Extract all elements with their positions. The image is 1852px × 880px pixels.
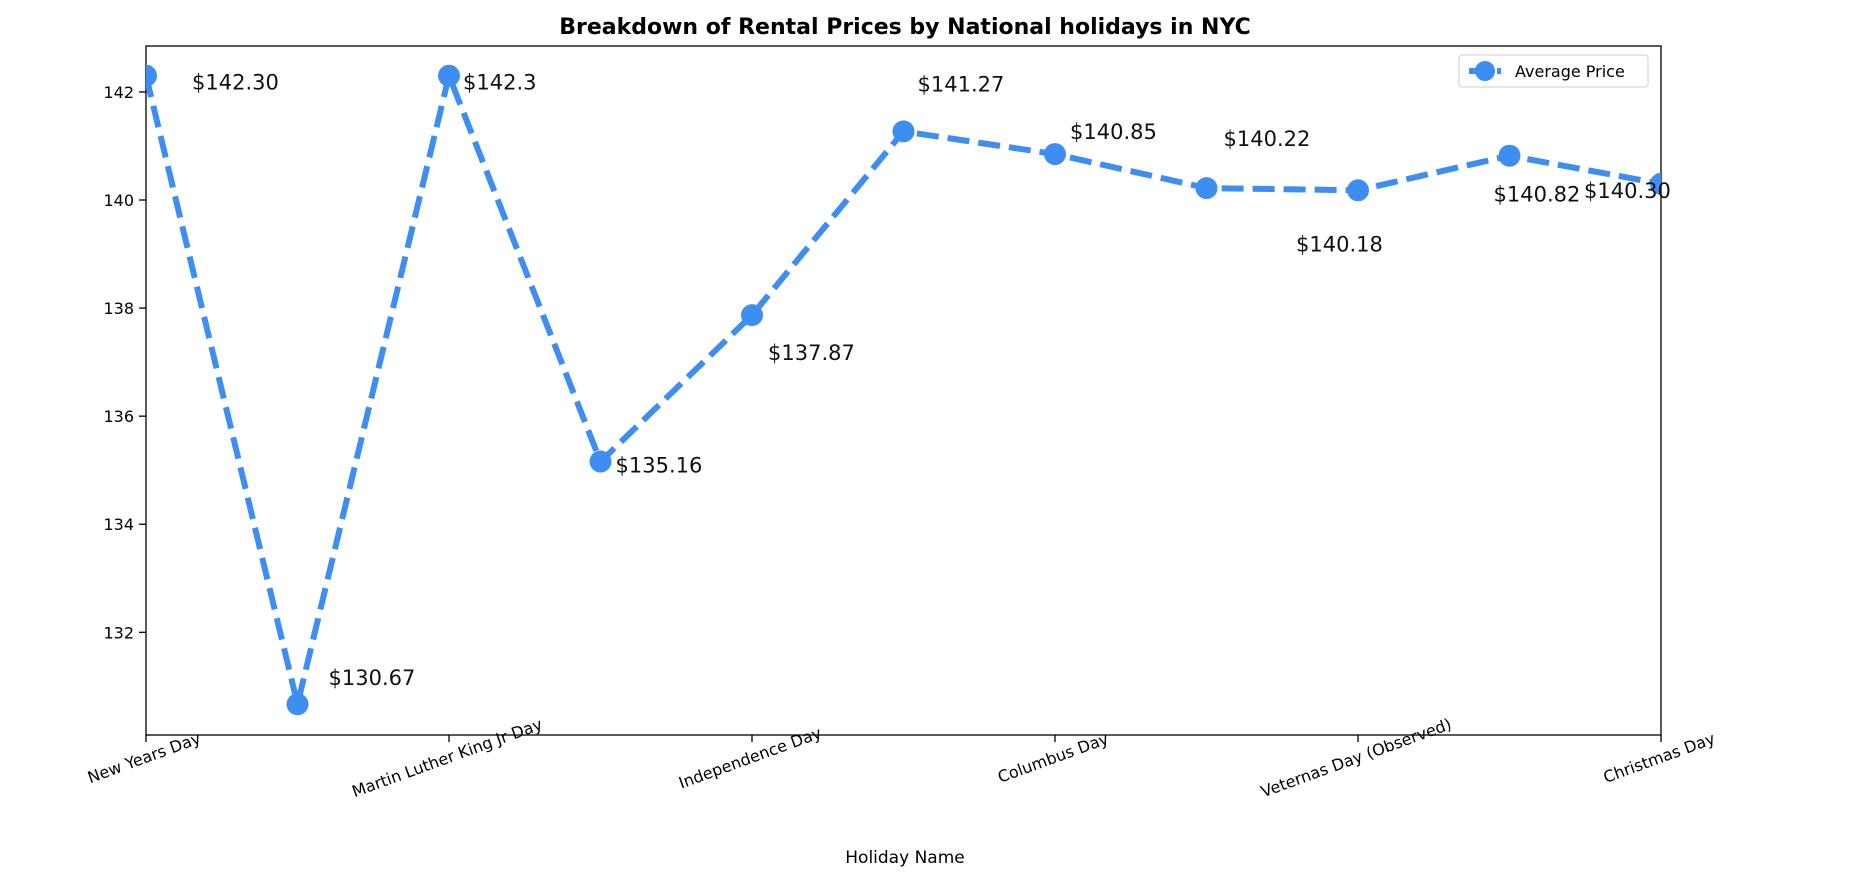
data-label: $135.16 [616,454,703,478]
plot-area: 132 134 136 138 140 142 New Years Day Martin Lu… [85,45,1718,802]
data-point [1347,179,1369,202]
data-label: $142.30 [192,71,279,95]
y-tick-label: 134 [103,515,134,534]
legend-label: Average Price [1515,62,1625,81]
data-label: $142.3 [463,71,536,95]
data-point [1044,143,1066,166]
data-point [286,693,309,716]
data-label: $130.67 [329,666,416,690]
series-line [146,72,1661,708]
plot-frame [145,45,1662,736]
x-tick-label: Martin Luther King Jr Day [349,715,544,802]
series-average-price [146,64,1661,716]
data-point [1650,172,1661,195]
x-tick-label: New Years Day [85,729,203,788]
data-label: $140.22 [1224,127,1311,151]
y-tick-label: 132 [103,623,134,642]
chart-title: Breakdown of Rental Prices by National h… [559,15,1251,40]
x-tick-label: Independence Day [676,723,824,792]
legend: Average Price [1458,54,1649,88]
x-tick-label: Christmas Day [1601,729,1718,787]
data-label: $140.18 [1296,232,1383,256]
y-tick-label: 140 [103,191,134,210]
data-point [589,450,612,473]
data-point [438,64,460,87]
x-tick-label: Columbus Day [995,729,1111,787]
data-point [1498,144,1521,167]
y-tick-label: 136 [103,407,134,426]
data-label: $141.27 [918,72,1005,96]
legend-marker [1475,61,1495,81]
y-tick-label: 138 [103,299,134,318]
y-tick-label: 142 [103,83,134,102]
x-axis-label: Holiday Name [845,848,964,868]
data-label: $137.87 [768,341,855,365]
data-label: $140.85 [1070,120,1157,144]
data-label: $140.30 [1584,179,1671,203]
data-label: $140.82 [1494,183,1581,207]
legend-box [1458,54,1649,88]
data-point [892,120,915,143]
data-point [146,64,157,87]
data-point [741,304,763,327]
data-point [1195,177,1218,200]
x-tick-label: Veternas Day (Observed) [1258,714,1454,801]
